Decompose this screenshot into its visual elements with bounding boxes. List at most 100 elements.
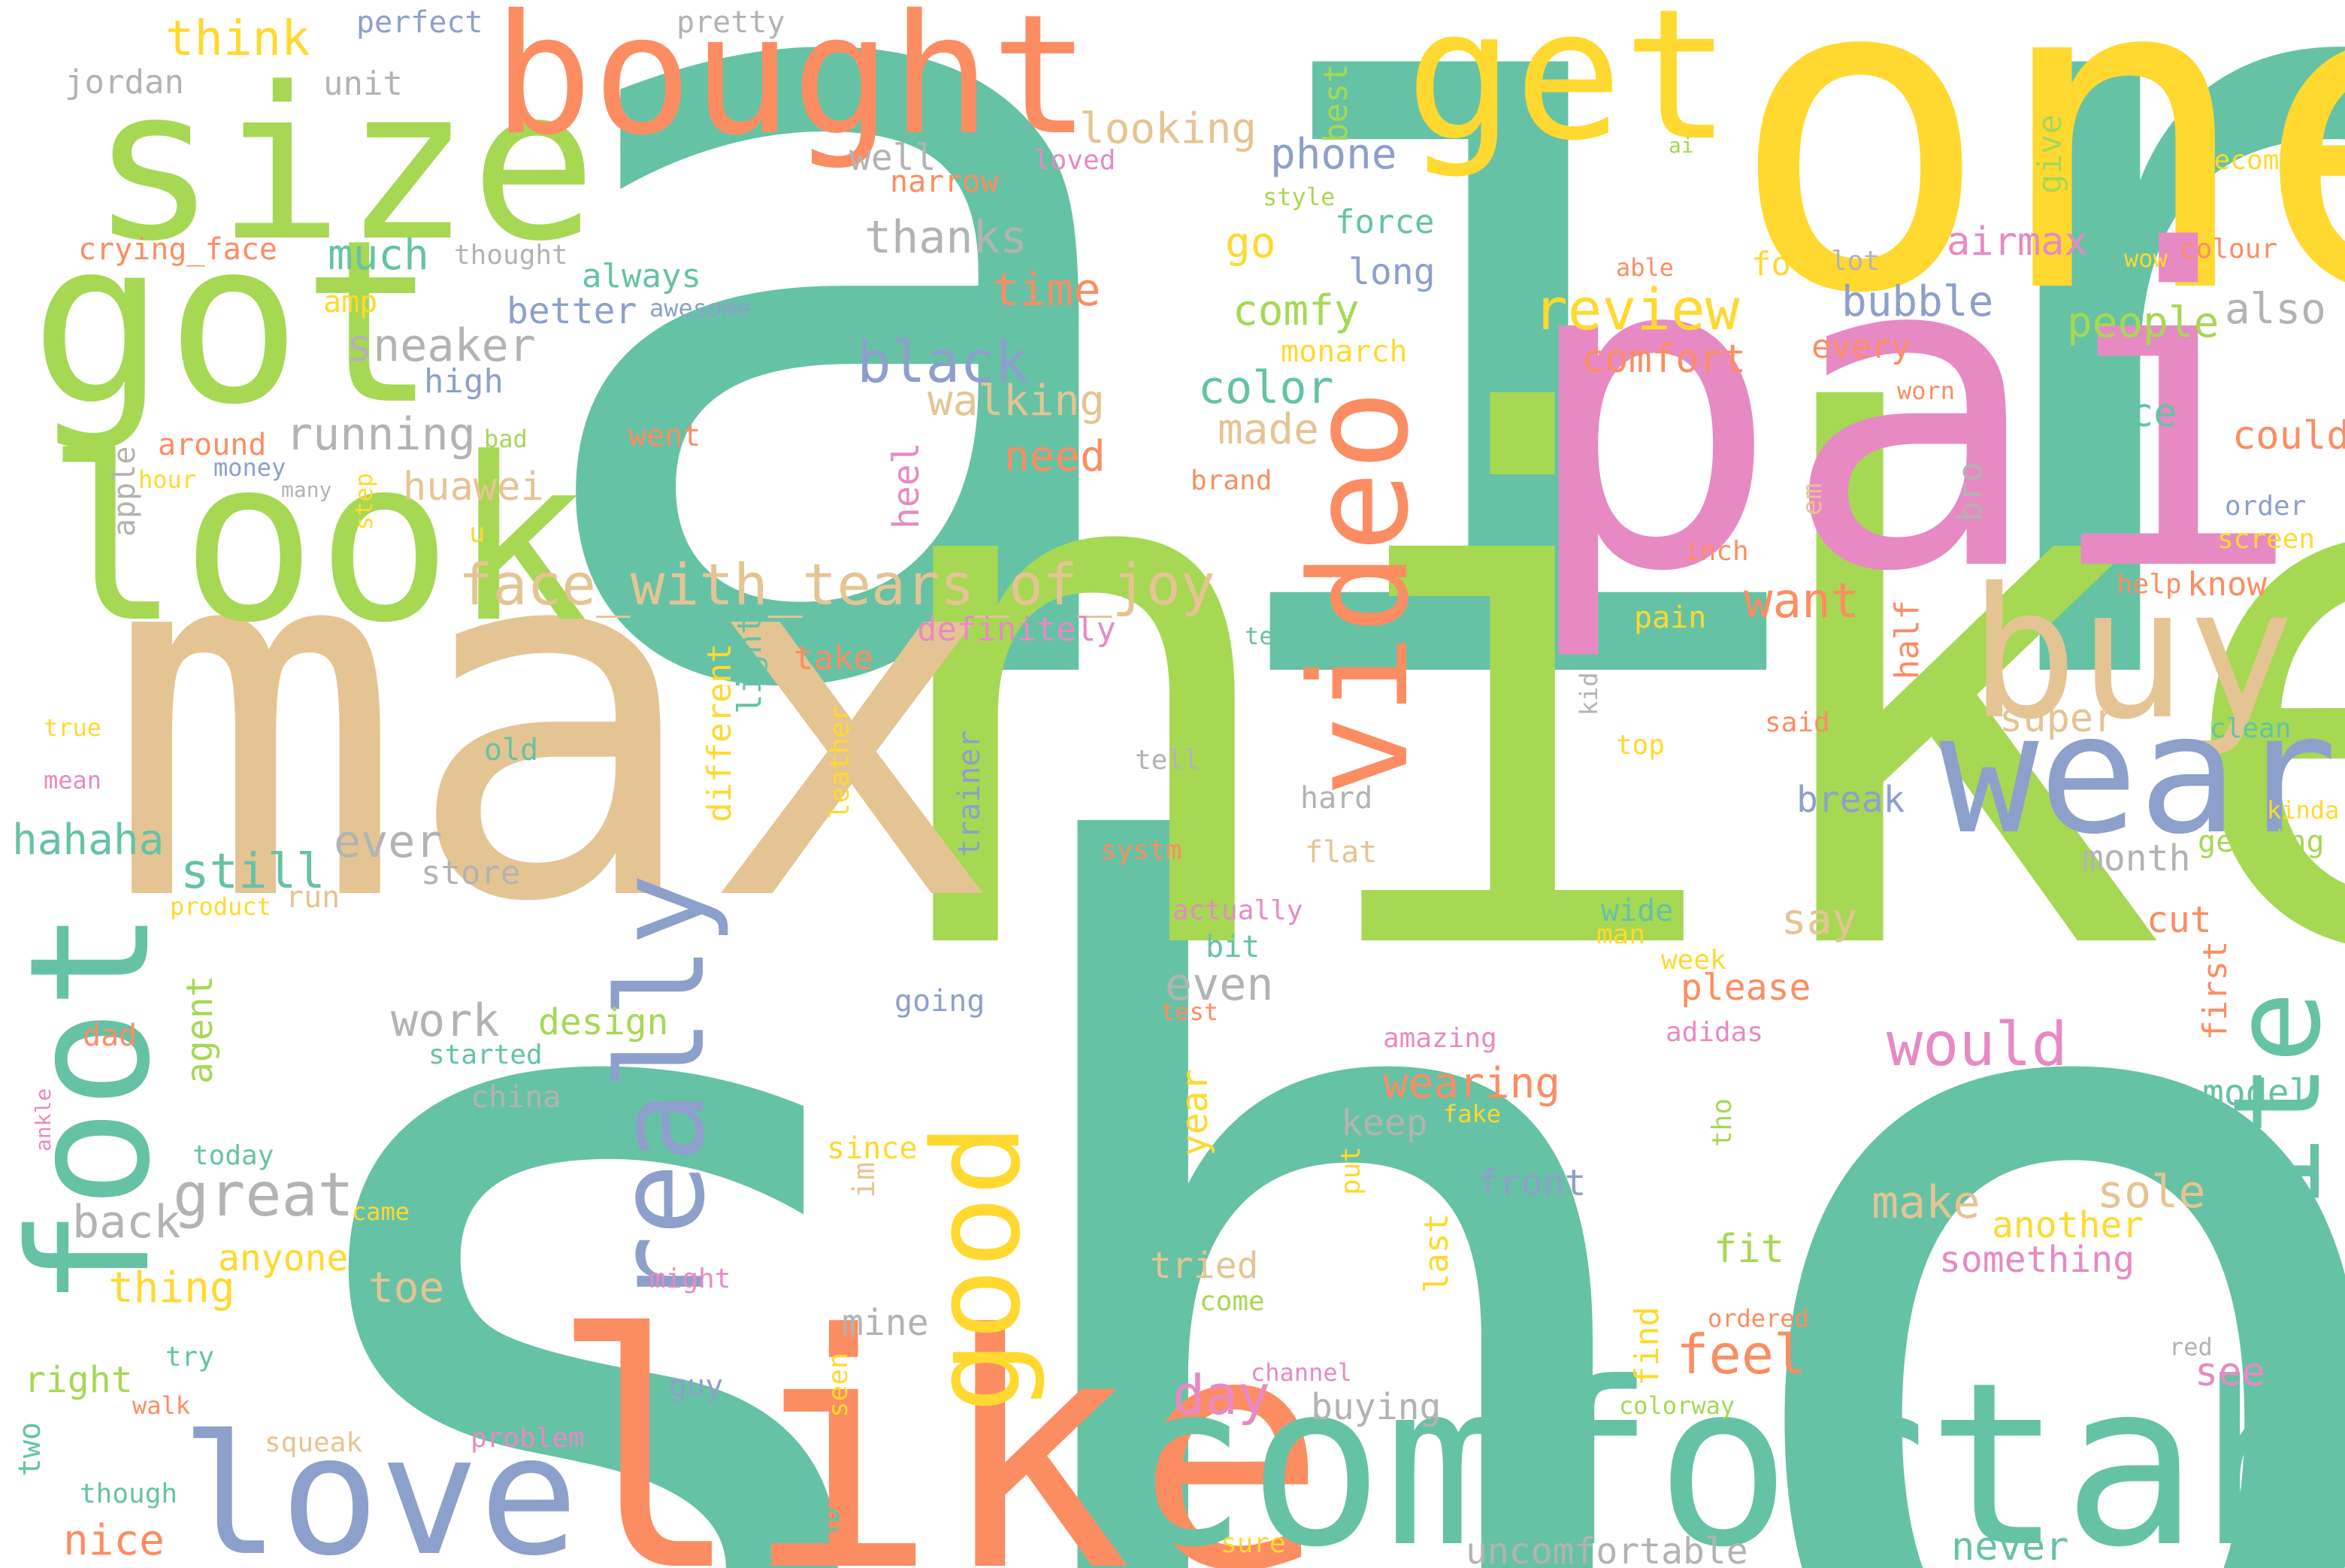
word-every: every xyxy=(1811,328,1911,366)
word-might: might xyxy=(649,1264,731,1294)
word-heel: heel xyxy=(885,442,927,529)
word-never: never xyxy=(1951,1524,2069,1568)
word-year: year xyxy=(1174,1069,1216,1156)
word-getting: getting xyxy=(2198,825,2325,859)
word-much: much xyxy=(328,231,429,280)
word-leather: leather xyxy=(825,705,855,819)
word-brand: brand xyxy=(1191,465,1272,496)
word-sure: sure xyxy=(1221,1528,1286,1559)
word-going: going xyxy=(894,984,985,1019)
word-jordan: jordan xyxy=(65,63,184,101)
word-china: china xyxy=(471,1080,561,1115)
word-really: really xyxy=(591,873,731,1308)
word-thanks: thanks xyxy=(864,211,1027,264)
word-walk: walk xyxy=(132,1391,191,1420)
word-shoe: shoe xyxy=(218,613,2345,1568)
word-bubble: bubble xyxy=(1841,277,1994,326)
word-tech: tech xyxy=(1245,622,1303,650)
word-ordered: ordered xyxy=(1708,1304,1809,1333)
word-try: try xyxy=(165,1342,215,1373)
word-systm: systm xyxy=(1100,835,1182,866)
word-squeak: squeak xyxy=(265,1427,363,1458)
word-say: say xyxy=(1781,895,1858,944)
word-month: month xyxy=(2082,837,2191,879)
word-thing: thing xyxy=(108,1264,235,1312)
word-kinda: kinda xyxy=(2267,796,2340,825)
word-ai: ai xyxy=(1669,133,1694,158)
word-new: new xyxy=(1421,1118,1508,1173)
word-running: running xyxy=(286,408,476,461)
word-use: use xyxy=(771,1496,842,1541)
word-mine: mine xyxy=(842,1302,929,1344)
word-recommend: recommend xyxy=(2198,145,2345,176)
word-half: half xyxy=(1888,600,1926,680)
word-problem: problem xyxy=(471,1423,585,1454)
word-narrow: narrow xyxy=(890,165,999,199)
word-product: product xyxy=(170,892,271,921)
word-nice: nice xyxy=(63,1516,165,1565)
word-high: high xyxy=(424,362,504,401)
word-many: many xyxy=(281,477,332,502)
word-top: top xyxy=(1616,730,1666,761)
word-loved: loved xyxy=(1034,145,1116,176)
word-pain: pain xyxy=(1634,601,1707,635)
word-amazing: amazing xyxy=(1383,1023,1497,1054)
word-ankle: ankle xyxy=(31,1088,56,1152)
word-bro: bro xyxy=(1951,462,1989,522)
word-face-with-tears-of-joy: face_with_tears_of_joy xyxy=(458,551,1215,618)
word-ever: ever xyxy=(334,816,443,868)
word-comfortable: comfortable xyxy=(1112,1334,2345,1568)
word-apple: apple xyxy=(107,446,142,537)
word-fit: fit xyxy=(1714,1227,1784,1272)
word-screen: screen xyxy=(2217,524,2316,555)
word-size: size xyxy=(90,43,598,288)
word-mean: mean xyxy=(44,766,102,795)
word-give: give xyxy=(2031,114,2069,194)
word-em: em xyxy=(1797,483,1828,516)
word-hahaha: hahaha xyxy=(12,816,165,864)
word-better: better xyxy=(507,290,637,332)
word-inch: inch xyxy=(1684,536,1749,567)
word-day: day xyxy=(1172,1364,1271,1427)
word-thought: thought xyxy=(454,240,568,271)
word-crying-face: crying_face xyxy=(78,232,277,267)
word-black: black xyxy=(857,328,1029,395)
word-kid: kid xyxy=(1575,672,1603,716)
word-trainer: trainer xyxy=(952,730,987,857)
word-bought: bought xyxy=(493,0,1091,171)
word-around: around xyxy=(158,428,267,462)
word-good: good xyxy=(906,1123,1047,1413)
word-hard: hard xyxy=(1300,781,1373,816)
word-pretty: pretty xyxy=(676,5,785,40)
word-fake: fake xyxy=(1443,1100,1502,1128)
word-walking: walking xyxy=(927,377,1106,425)
word-sole: sole xyxy=(2097,1166,2206,1218)
word-phone: phone xyxy=(1270,130,1397,179)
word-wide: wide xyxy=(1601,894,1674,928)
word-comfy: comfy xyxy=(1233,286,1360,335)
word-colour: colour xyxy=(2180,234,2278,265)
word-though: though xyxy=(80,1479,178,1509)
word-guy: guy xyxy=(669,1369,724,1403)
word-want: want xyxy=(1744,574,1860,629)
word-buying: buying xyxy=(1311,1386,1442,1428)
word-bit: bit xyxy=(1206,930,1260,964)
word-break: break xyxy=(1796,779,1905,821)
word-great: great xyxy=(173,1160,354,1230)
word-came: came xyxy=(352,1197,410,1226)
word-worn: worn xyxy=(1897,377,1956,405)
word-pair: pair xyxy=(1518,159,2345,667)
word-need: need xyxy=(1004,432,1106,481)
word-agent: agent xyxy=(179,975,221,1085)
word-help: help xyxy=(2117,569,2182,600)
word-nike: nike xyxy=(864,271,2345,1111)
word-since: since xyxy=(827,1131,918,1166)
word-clean: clean xyxy=(2210,713,2292,744)
word-find: find xyxy=(1628,1306,1666,1386)
word-right: right xyxy=(24,1359,133,1401)
word-huawei: huawei xyxy=(403,465,544,510)
word-work: work xyxy=(391,994,500,1047)
word-cut: cut xyxy=(2147,899,2212,941)
word-actually: actually xyxy=(1172,895,1303,926)
word-lot: lot xyxy=(1831,246,1881,277)
